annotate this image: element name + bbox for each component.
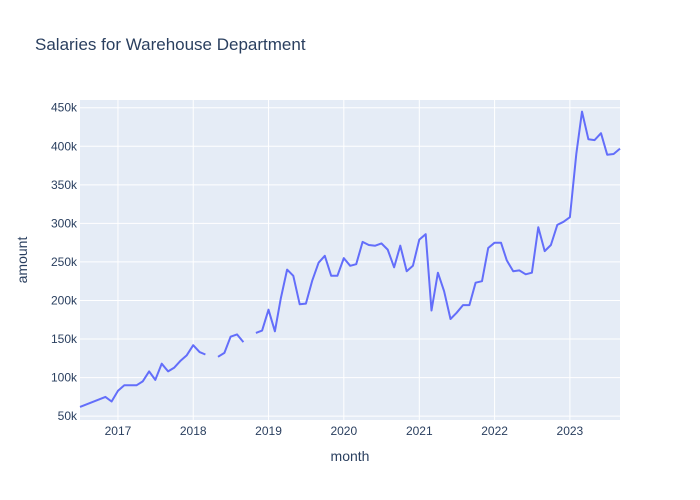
y-tick-label: 250k [51, 255, 78, 269]
y-tick-labels: 50k 100k 150k 200k 250k 300k 350k 400k 450k [51, 101, 78, 423]
y-tick-label: 450k [51, 101, 78, 115]
y-tick-label: 100k [51, 371, 78, 385]
x-tick-label: 2021 [406, 424, 433, 438]
chart-title: Salaries for Warehouse Department [35, 35, 306, 54]
y-axis-title: amount [14, 237, 30, 284]
x-gridlines [117, 100, 571, 420]
series-line [79, 344, 206, 408]
y-tick-label: 150k [51, 332, 78, 346]
series-line [255, 110, 621, 334]
plot-background [80, 100, 620, 420]
series-layer [79, 110, 621, 408]
x-tick-label: 2020 [330, 424, 357, 438]
x-axis-title: month [331, 448, 370, 464]
x-tick-label: 2019 [255, 424, 282, 438]
y-tick-label: 50k [58, 409, 78, 423]
y-tick-label: 350k [51, 178, 78, 192]
x-tick-label: 2017 [105, 424, 132, 438]
y-gridlines [80, 107, 620, 417]
x-tick-label: 2018 [180, 424, 207, 438]
y-tick-label: 300k [51, 216, 78, 230]
series-line [217, 333, 245, 358]
x-tick-label: 2023 [557, 424, 584, 438]
x-tick-label: 2022 [481, 424, 508, 438]
x-tick-labels: 2017 2018 2019 2020 2021 2022 2023 [105, 424, 584, 438]
y-tick-label: 200k [51, 293, 78, 307]
y-tick-label: 400k [51, 139, 78, 153]
